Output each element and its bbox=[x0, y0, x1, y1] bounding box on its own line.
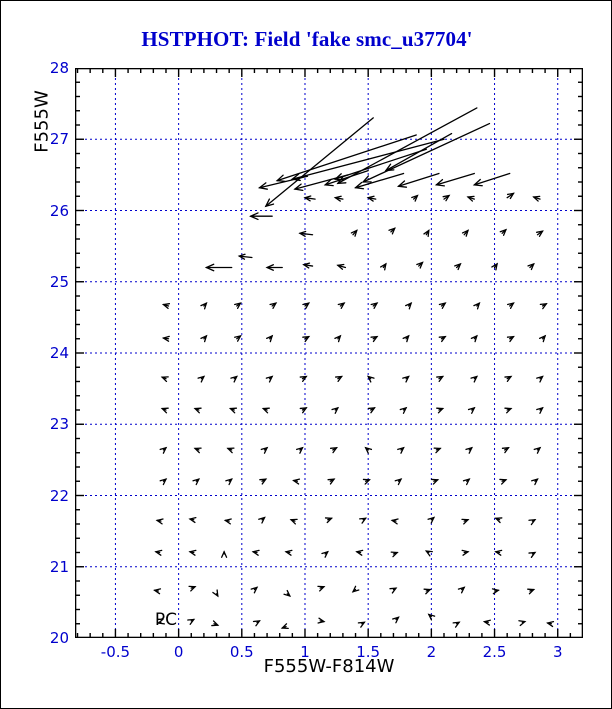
x-tick-label: 2 bbox=[426, 643, 437, 661]
x-tick-label: 3 bbox=[552, 643, 563, 661]
x-axis-label: F555W-F814W bbox=[263, 656, 395, 677]
offset-vectors bbox=[153, 107, 555, 630]
x-tick-label: -0.5 bbox=[100, 643, 131, 661]
y-tick-label: 28 bbox=[49, 59, 69, 77]
y-tick-label: 20 bbox=[49, 629, 69, 647]
x-tick-label: 1 bbox=[300, 643, 310, 661]
x-tick-label: 2.5 bbox=[482, 643, 507, 661]
x-tick-label: 0 bbox=[173, 643, 184, 661]
gridlines bbox=[75, 68, 583, 638]
x-tick-label: 0.5 bbox=[229, 643, 254, 661]
y-tick-label: 24 bbox=[49, 344, 69, 362]
axis-ticks bbox=[75, 68, 583, 638]
plot-area bbox=[75, 68, 583, 638]
chip-label: PC bbox=[154, 610, 178, 631]
y-tick-label: 27 bbox=[49, 130, 69, 149]
y-tick-label: 21 bbox=[49, 557, 69, 576]
vector-field-plot bbox=[75, 68, 583, 638]
y-tick-label: 26 bbox=[49, 201, 69, 220]
y-tick-label: 23 bbox=[49, 415, 69, 434]
y-tick-label: 22 bbox=[49, 486, 69, 505]
x-tick-label: 1.5 bbox=[356, 643, 381, 661]
page-title: HSTPHOT: Field 'fake smc_u37704' bbox=[141, 27, 473, 51]
y-tick-label: 25 bbox=[49, 272, 69, 291]
y-axis-label: F555W bbox=[31, 90, 53, 153]
